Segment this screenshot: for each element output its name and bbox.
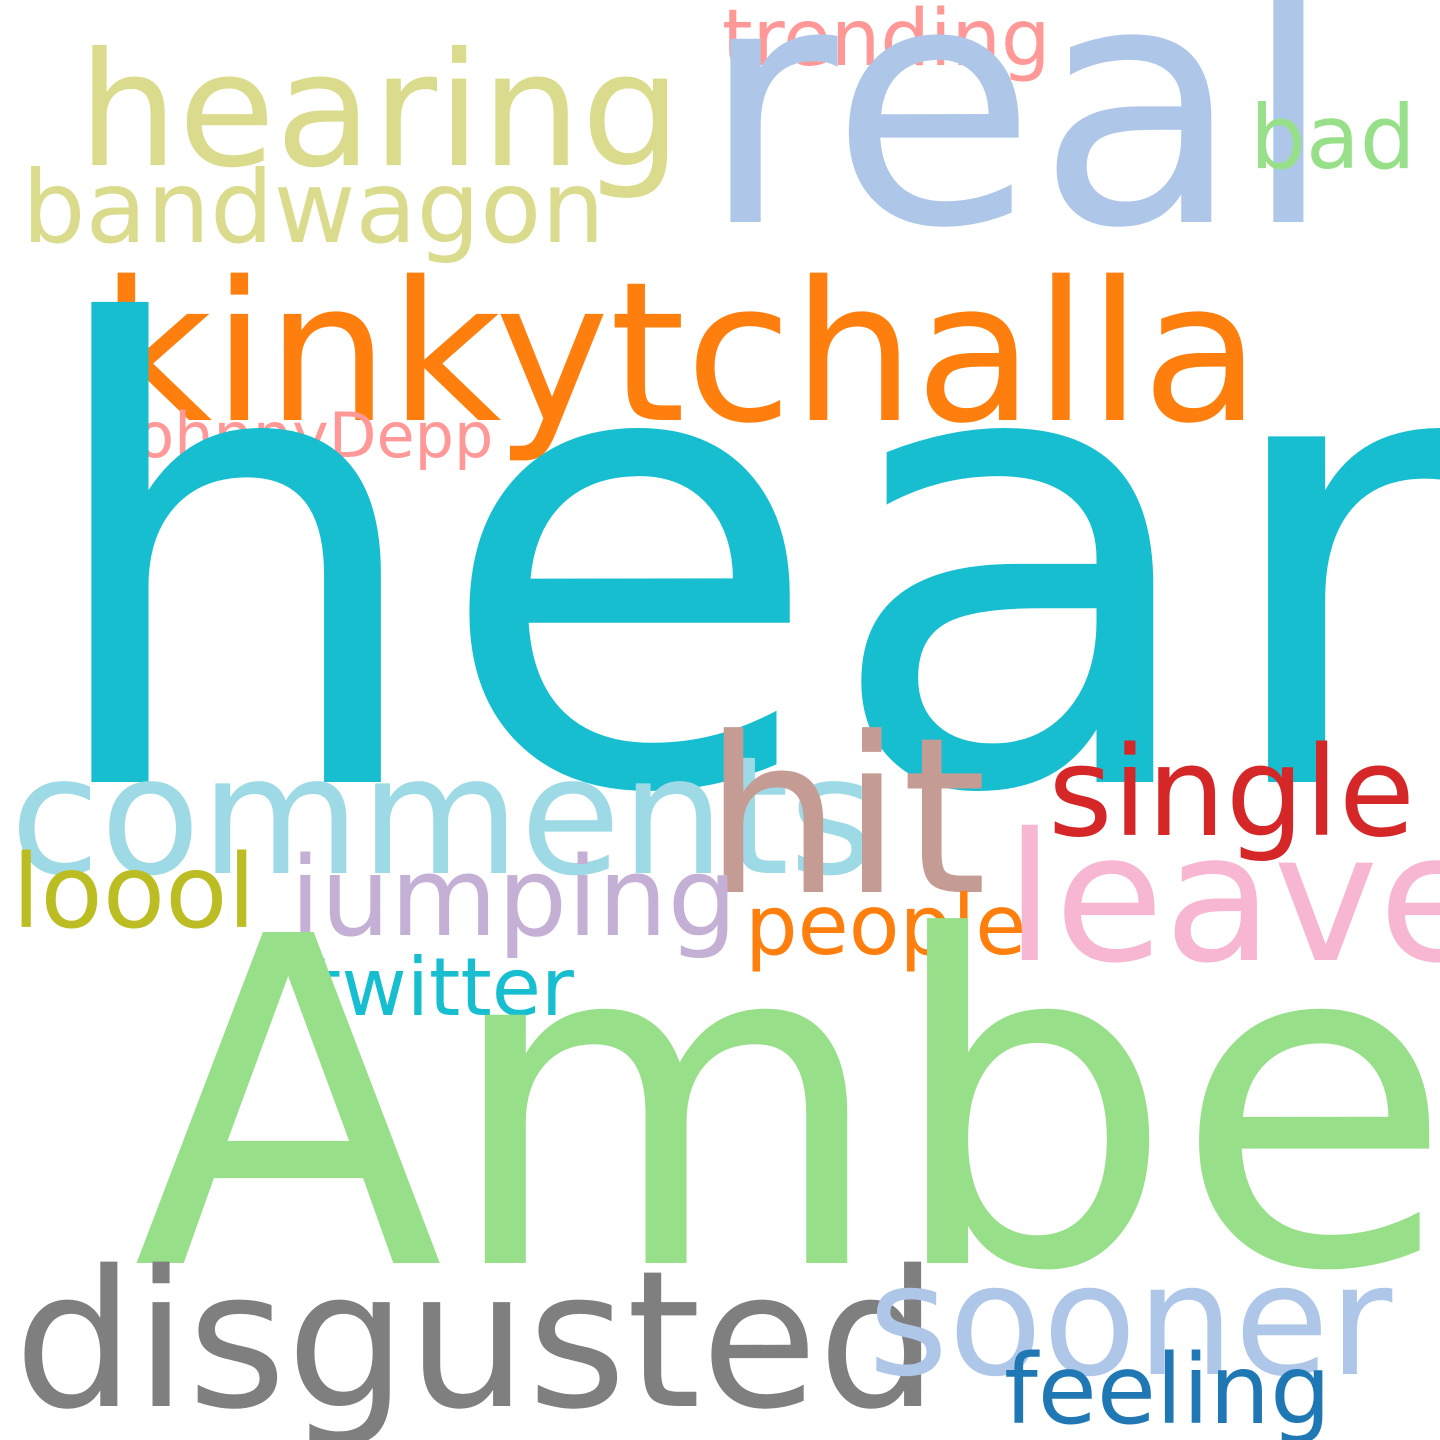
word-disgusted: disgusted (14, 1230, 939, 1440)
word-jumping: jumping (290, 833, 738, 961)
word-hit: hit (704, 692, 987, 944)
word-kinkytchalla: kinkytchalla (100, 240, 1261, 466)
word-comments: comments (10, 721, 875, 912)
word-leave: leave (1005, 795, 1440, 1002)
word-single: single (1048, 721, 1416, 865)
word-sooner: sooner (868, 1232, 1393, 1411)
word-bandwagon: bandwagon (22, 149, 605, 266)
word-amber: Amber (133, 843, 1440, 1371)
word-hearing: hearing (78, 19, 682, 203)
word-bad: bad (1250, 86, 1416, 189)
word-people: people (745, 877, 1027, 974)
word-real: real (700, 0, 1335, 302)
word-twitter: twitter (310, 941, 574, 1034)
word-loool: loool (12, 833, 256, 952)
word-feeling: feeling (1004, 1334, 1332, 1440)
word-trending: trending (722, 0, 1051, 84)
word-heard: heard (34, 196, 1440, 932)
word-johnnydepp: JohnnyDepp (118, 399, 494, 472)
